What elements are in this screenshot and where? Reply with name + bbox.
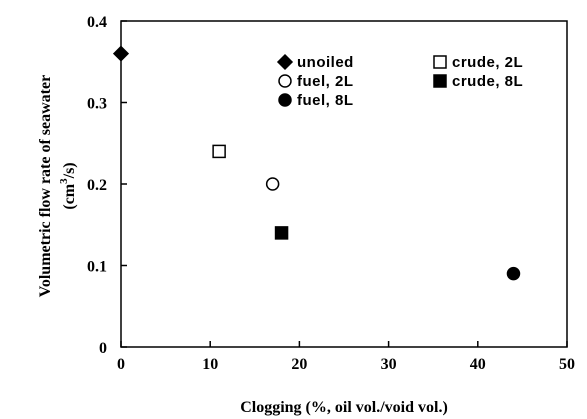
y-axis-label-line1: Volumetric flow rate of seawater — [37, 75, 54, 297]
legend-fuel-2l-label: fuel, 2L — [297, 73, 354, 90]
y-tick-label: 0.3 — [87, 96, 107, 113]
y-axis-label-line2: (cm3/s) — [58, 162, 78, 209]
x-tick-label: 20 — [291, 356, 307, 373]
point-crude-2l — [212, 144, 226, 159]
x-axis: 0 10 20 30 40 50 — [117, 341, 575, 373]
legend-fuel-8l-marker — [278, 93, 292, 107]
legend-fuel-8l-label: fuel, 8L — [297, 92, 354, 109]
x-tick-label: 30 — [381, 356, 397, 373]
y-tick-label: 0.1 — [87, 259, 107, 276]
y-axis-label: Volumetric flow rate of seawater (cm3/s) — [37, 75, 78, 297]
legend-crude-8l-marker — [433, 74, 447, 88]
point-crude-8l — [274, 226, 289, 240]
y-axis: 0 0.1 0.2 0.3 0.4 — [87, 14, 127, 357]
x-tick-label: 40 — [470, 356, 486, 373]
legend-unoiled-label: unoiled — [297, 54, 354, 71]
y-tick-label: 0.4 — [87, 14, 107, 31]
legend-crude-2l-marker — [433, 55, 447, 69]
data-points — [112, 45, 521, 281]
legend-crude-2l-label: crude, 2L — [452, 54, 523, 71]
x-tick-label: 0 — [117, 356, 125, 373]
y-axis-unit-prefix: (cm — [61, 183, 78, 209]
point-fuel-8l — [506, 266, 521, 281]
y-tick-label: 0 — [99, 340, 107, 357]
legend-crude-8l-label: crude, 8L — [452, 73, 523, 90]
legend-fuel-2l-marker — [278, 74, 292, 88]
y-axis-unit-superscript: 3 — [58, 178, 70, 184]
point-unoiled — [112, 45, 130, 62]
legend: unoiled fuel, 2L fuel, 8L crude, 2L crude, 8… — [276, 53, 523, 109]
x-tick-label: 50 — [559, 356, 575, 373]
x-axis-label: Clogging (%, oil vol./void vol.) — [240, 399, 448, 416]
point-fuel-2l — [265, 177, 280, 191]
y-tick-label: 0.2 — [87, 177, 107, 194]
y-axis-unit-suffix: /s) — [61, 162, 78, 179]
x-tick-label: 10 — [202, 356, 218, 373]
legend-unoiled-marker — [276, 53, 294, 71]
